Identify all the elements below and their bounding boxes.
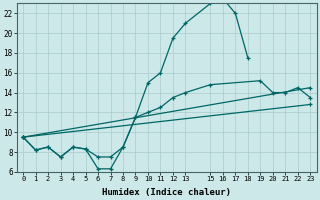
X-axis label: Humidex (Indice chaleur): Humidex (Indice chaleur) bbox=[102, 188, 231, 197]
